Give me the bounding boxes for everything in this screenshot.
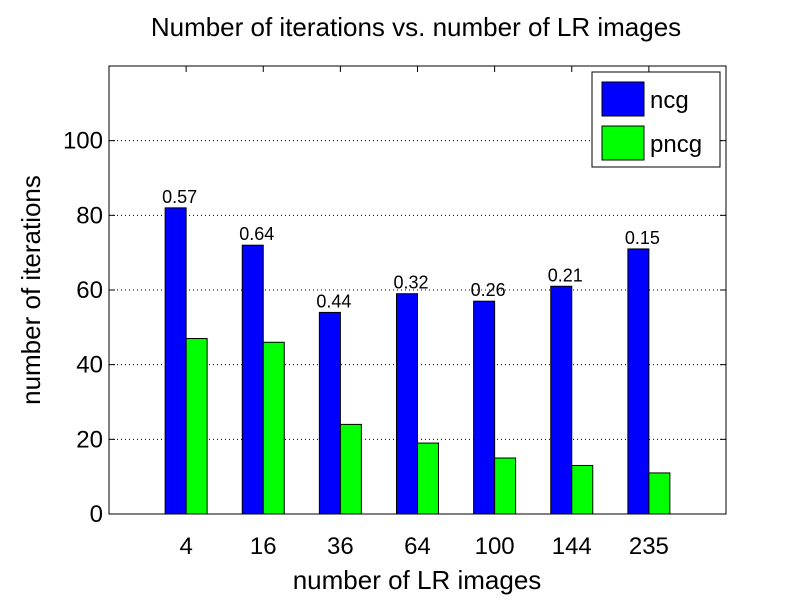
data-label-235: 0.15: [625, 228, 660, 248]
bar-ncg-36: [318, 311, 341, 515]
bars: [164, 207, 671, 515]
x-tick-label: 36: [327, 533, 354, 560]
data-label-36: 0.44: [316, 291, 351, 311]
y-axis-label: number of iterations: [16, 175, 46, 405]
x-tick-label: 4: [179, 533, 192, 560]
data-label-16: 0.64: [239, 224, 274, 244]
bar-pncg-4: [185, 338, 208, 515]
bar-pncg-16: [262, 341, 285, 515]
x-axis-label: number of LR images: [293, 565, 542, 595]
bar-ncg-16: [241, 244, 264, 515]
y-tick-label: 80: [76, 202, 103, 229]
data-label-4: 0.57: [162, 187, 197, 207]
legend-swatch-pncg: [601, 125, 645, 161]
bar-annotations: 0.57 0.64 0.44 0.32 0.26 0.21 0.15: [162, 187, 660, 312]
legend-label-ncg: ncg: [650, 87, 689, 114]
bar-pncg-64: [417, 442, 439, 515]
bar-ncg-144: [550, 285, 573, 515]
x-tick-label: 144: [552, 533, 592, 560]
legend-label-pncg: pncg: [650, 131, 702, 158]
bar-ncg-100: [473, 300, 496, 515]
legend-swatch-ncg: [601, 81, 645, 117]
x-tick-label: 100: [475, 533, 515, 560]
data-label-144: 0.21: [548, 265, 583, 285]
bar-pncg-144: [571, 464, 594, 515]
data-label-64: 0.32: [393, 273, 428, 293]
y-tick-label: 40: [76, 352, 103, 379]
y-axis: 0 20 40 60 80 100: [63, 128, 726, 528]
y-tick-label: 100: [63, 128, 103, 155]
x-tick-label: 235: [629, 533, 669, 560]
y-tick-label: 60: [76, 277, 103, 304]
bar-pncg-100: [494, 457, 517, 515]
legend: ncg pncg: [591, 71, 721, 168]
x-axis: 4 16 36 64 100 144 235: [179, 66, 669, 560]
data-label-100: 0.26: [471, 280, 506, 300]
y-tick-label: 20: [76, 426, 103, 453]
y-tick-label: 0: [90, 501, 103, 528]
bar-ncg-235: [627, 248, 650, 515]
bar-pncg-235: [648, 472, 671, 515]
x-tick-label: 64: [404, 533, 431, 560]
chart-title: Number of iterations vs. number of LR im…: [151, 12, 681, 42]
bar-ncg-64: [396, 293, 418, 515]
bar-pncg-36: [339, 423, 362, 515]
bar-ncg-4: [164, 207, 187, 515]
x-tick-label: 16: [250, 533, 277, 560]
